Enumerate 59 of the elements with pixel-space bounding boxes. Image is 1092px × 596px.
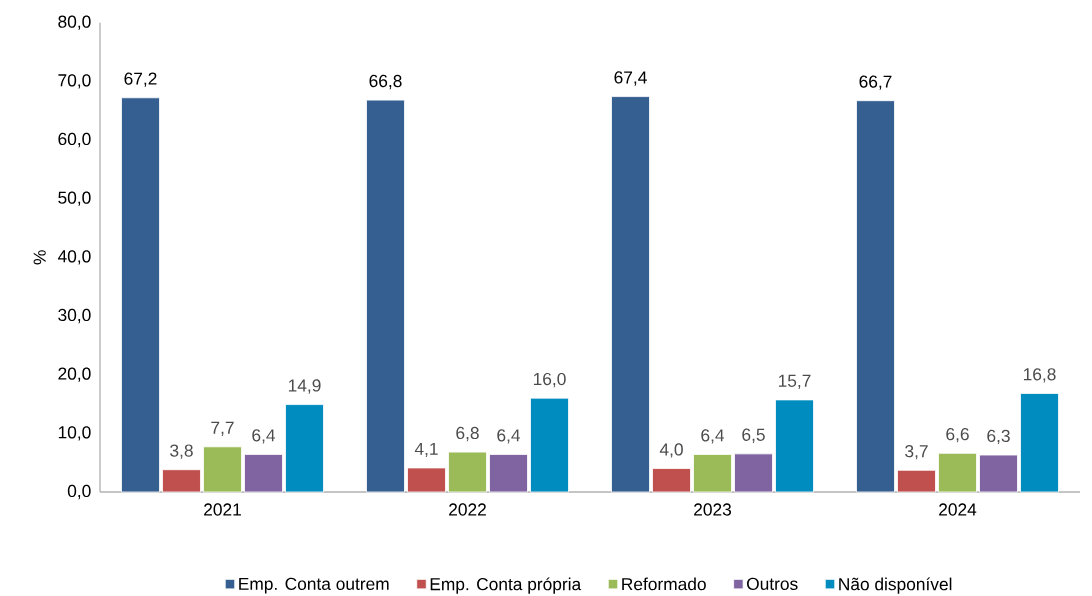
data-label: 67,2 <box>124 72 157 87</box>
y-tick-label: 40,0 <box>57 250 91 265</box>
data-label: 6,8 <box>456 426 479 442</box>
y-tick-label: 50,0 <box>58 191 91 206</box>
bar <box>203 446 242 493</box>
y-tick-label: 80,0 <box>58 15 91 30</box>
x-tick-label: 2024 <box>939 503 977 516</box>
bar <box>938 452 977 493</box>
bar <box>856 100 895 493</box>
y-tick-label: 0,0 <box>67 484 91 500</box>
data-label: 67,4 <box>614 71 647 86</box>
data-label: 4,0 <box>659 443 683 458</box>
bar <box>611 96 650 493</box>
y-tick-label: 30,0 <box>58 308 91 324</box>
data-label: 3,7 <box>905 445 928 460</box>
bar <box>530 397 569 493</box>
y-tick-label: 60,0 <box>58 132 91 148</box>
data-label: 6,6 <box>946 428 969 443</box>
x-tick-label: 2021 <box>204 503 241 516</box>
x-tick-label: 2023 <box>694 503 732 516</box>
data-label: 6,5 <box>742 428 765 443</box>
bar <box>448 451 487 493</box>
data-label: 6,4 <box>701 429 725 444</box>
bar <box>734 453 773 493</box>
data-label: 66,8 <box>369 74 402 90</box>
bar <box>121 97 160 493</box>
bar <box>162 469 201 493</box>
bar <box>285 404 324 493</box>
data-label: 6,4 <box>252 429 276 444</box>
data-label: 16,8 <box>1023 368 1056 383</box>
bar <box>897 469 936 493</box>
legend-label: Emp. Conta outrem <box>239 577 389 594</box>
legend-label: Reformado <box>622 577 706 591</box>
data-label: 4,1 <box>414 442 438 458</box>
bar <box>652 468 691 493</box>
y-tick-label: 10,0 <box>58 426 91 441</box>
data-label: 6,4 <box>497 429 521 444</box>
data-label: 16,0 <box>533 372 566 388</box>
data-label: 14,9 <box>288 379 321 394</box>
legend-label: Não disponível <box>839 577 952 594</box>
bar <box>244 454 283 493</box>
data-label: 7,7 <box>211 421 234 436</box>
bar <box>489 454 528 493</box>
data-label: 3,8 <box>170 444 193 459</box>
bar <box>1020 393 1059 493</box>
legend-label: Outros <box>747 577 798 590</box>
bar <box>407 467 446 493</box>
bar <box>775 399 814 493</box>
data-label: 15,7 <box>778 374 811 389</box>
y-tick-label: 20,0 <box>58 367 91 382</box>
y-tick-label: 70,0 <box>58 74 91 89</box>
x-tick-label: 2022 <box>449 503 486 516</box>
legend-label: Emp. Conta própria <box>430 577 582 594</box>
bar <box>979 454 1018 493</box>
data-label: 66,7 <box>859 75 892 90</box>
y-axis-title: % <box>33 250 46 265</box>
bar <box>366 99 405 493</box>
bar <box>693 454 732 493</box>
data-label: 6,3 <box>987 429 1010 445</box>
